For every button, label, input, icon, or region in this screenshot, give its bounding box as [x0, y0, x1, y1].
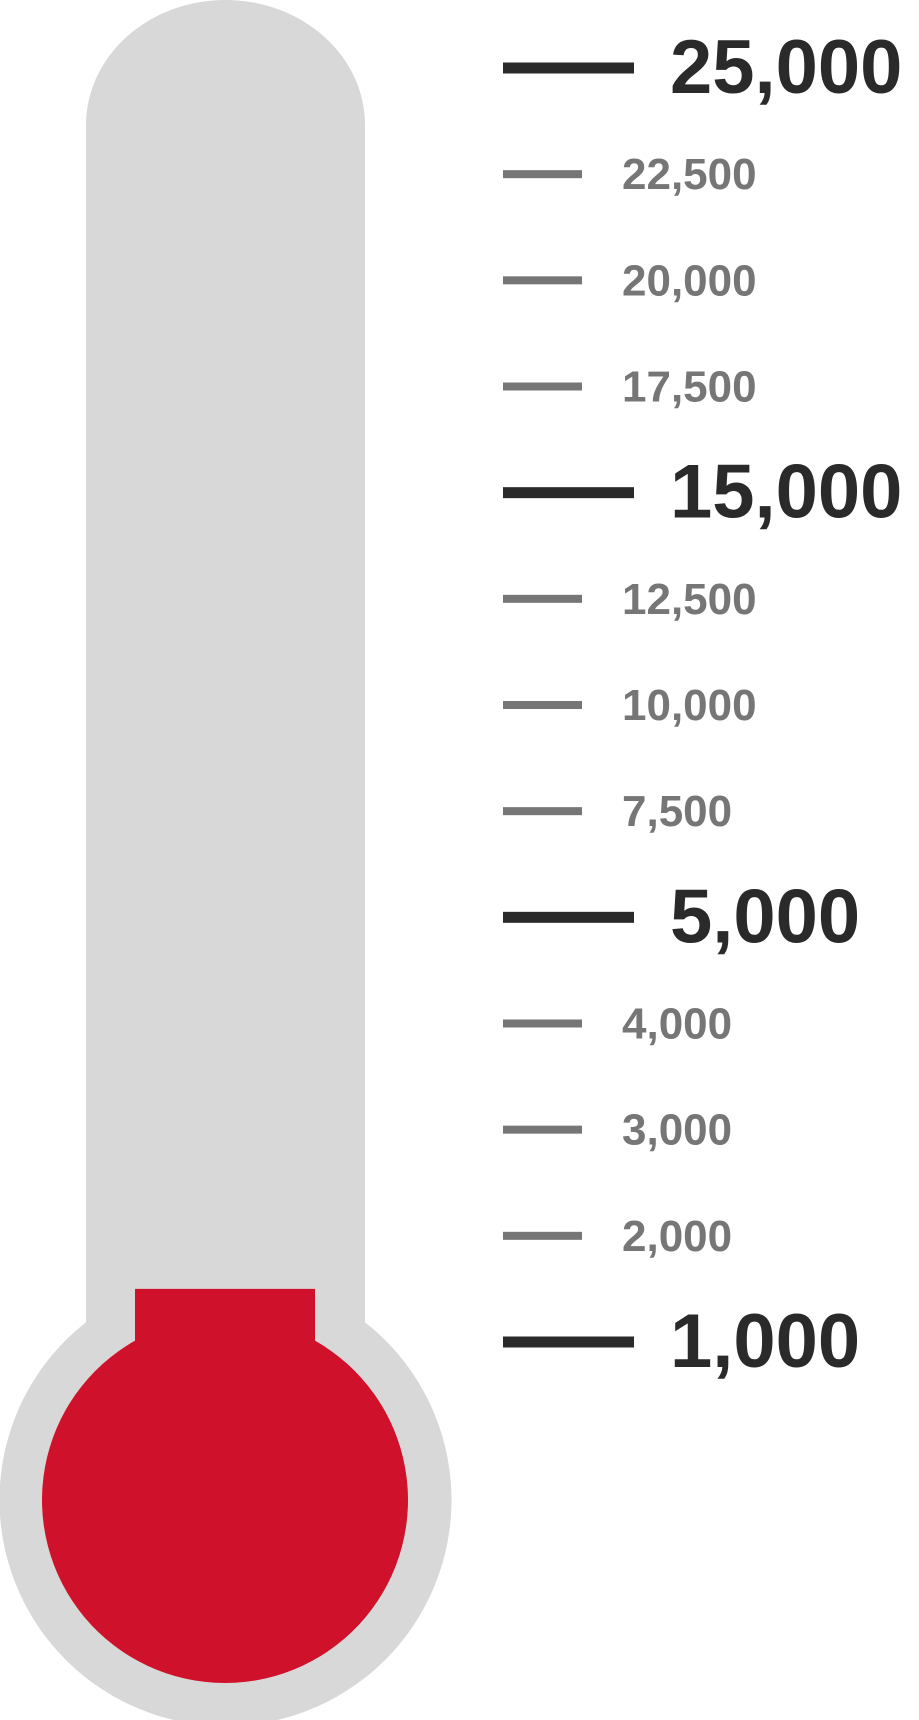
- tick-20000: 20,000: [503, 256, 757, 305]
- tick-3000: 3,000: [503, 1106, 732, 1155]
- tick-5000: 5,000: [503, 874, 860, 959]
- tick-17500: 17,500: [503, 363, 757, 412]
- tick-label: 12,500: [622, 575, 757, 624]
- tick-label: 17,500: [622, 363, 757, 412]
- tick-1000: 1,000: [503, 1299, 860, 1384]
- tick-7500: 7,500: [503, 787, 732, 836]
- tick-mark: [503, 807, 582, 816]
- tick-mark: [503, 170, 582, 179]
- tick-10000: 10,000: [503, 681, 757, 730]
- tick-mark: [503, 276, 582, 285]
- tick-25000: 25,000: [503, 25, 902, 110]
- tick-label: 10,000: [622, 681, 757, 730]
- tick-4000: 4,000: [503, 1000, 732, 1049]
- thermometer-mercury: [42, 1288, 408, 1683]
- tick-label: 20,000: [622, 256, 757, 305]
- tick-22500: 22,500: [503, 150, 757, 199]
- tick-mark: [503, 382, 582, 391]
- tick-mark: [503, 1231, 582, 1240]
- tick-label: 4,000: [622, 1000, 732, 1049]
- tick-mark: [503, 1336, 634, 1348]
- tick-label: 25,000: [670, 25, 902, 110]
- tick-mark: [503, 701, 582, 709]
- tick-mark: [503, 911, 634, 923]
- tick-label: 3,000: [622, 1106, 732, 1155]
- thermometer-body: [0, 0, 452, 1720]
- thermometer-tube: [0, 0, 452, 1720]
- tick-label: 5,000: [670, 874, 860, 959]
- tick-12500: 12,500: [503, 575, 757, 624]
- tick-label: 22,500: [622, 150, 757, 199]
- tick-mark: [503, 1125, 582, 1134]
- tick-label: 15,000: [670, 450, 902, 535]
- tick-mark: [503, 487, 634, 499]
- tick-label: 7,500: [622, 787, 732, 836]
- tick-mark: [503, 1019, 582, 1028]
- thermometer-fill: [42, 1288, 408, 1683]
- tick-mark: [503, 594, 582, 603]
- tick-15000: 15,000: [503, 450, 902, 535]
- tick-label: 2,000: [622, 1212, 732, 1261]
- tick-label: 1,000: [670, 1299, 860, 1384]
- tick-2000: 2,000: [503, 1212, 732, 1261]
- tick-group: 25,000 22,500 20,000 17,500 15,000 12,500 10,0…: [503, 25, 902, 1384]
- tick-mark: [503, 62, 634, 74]
